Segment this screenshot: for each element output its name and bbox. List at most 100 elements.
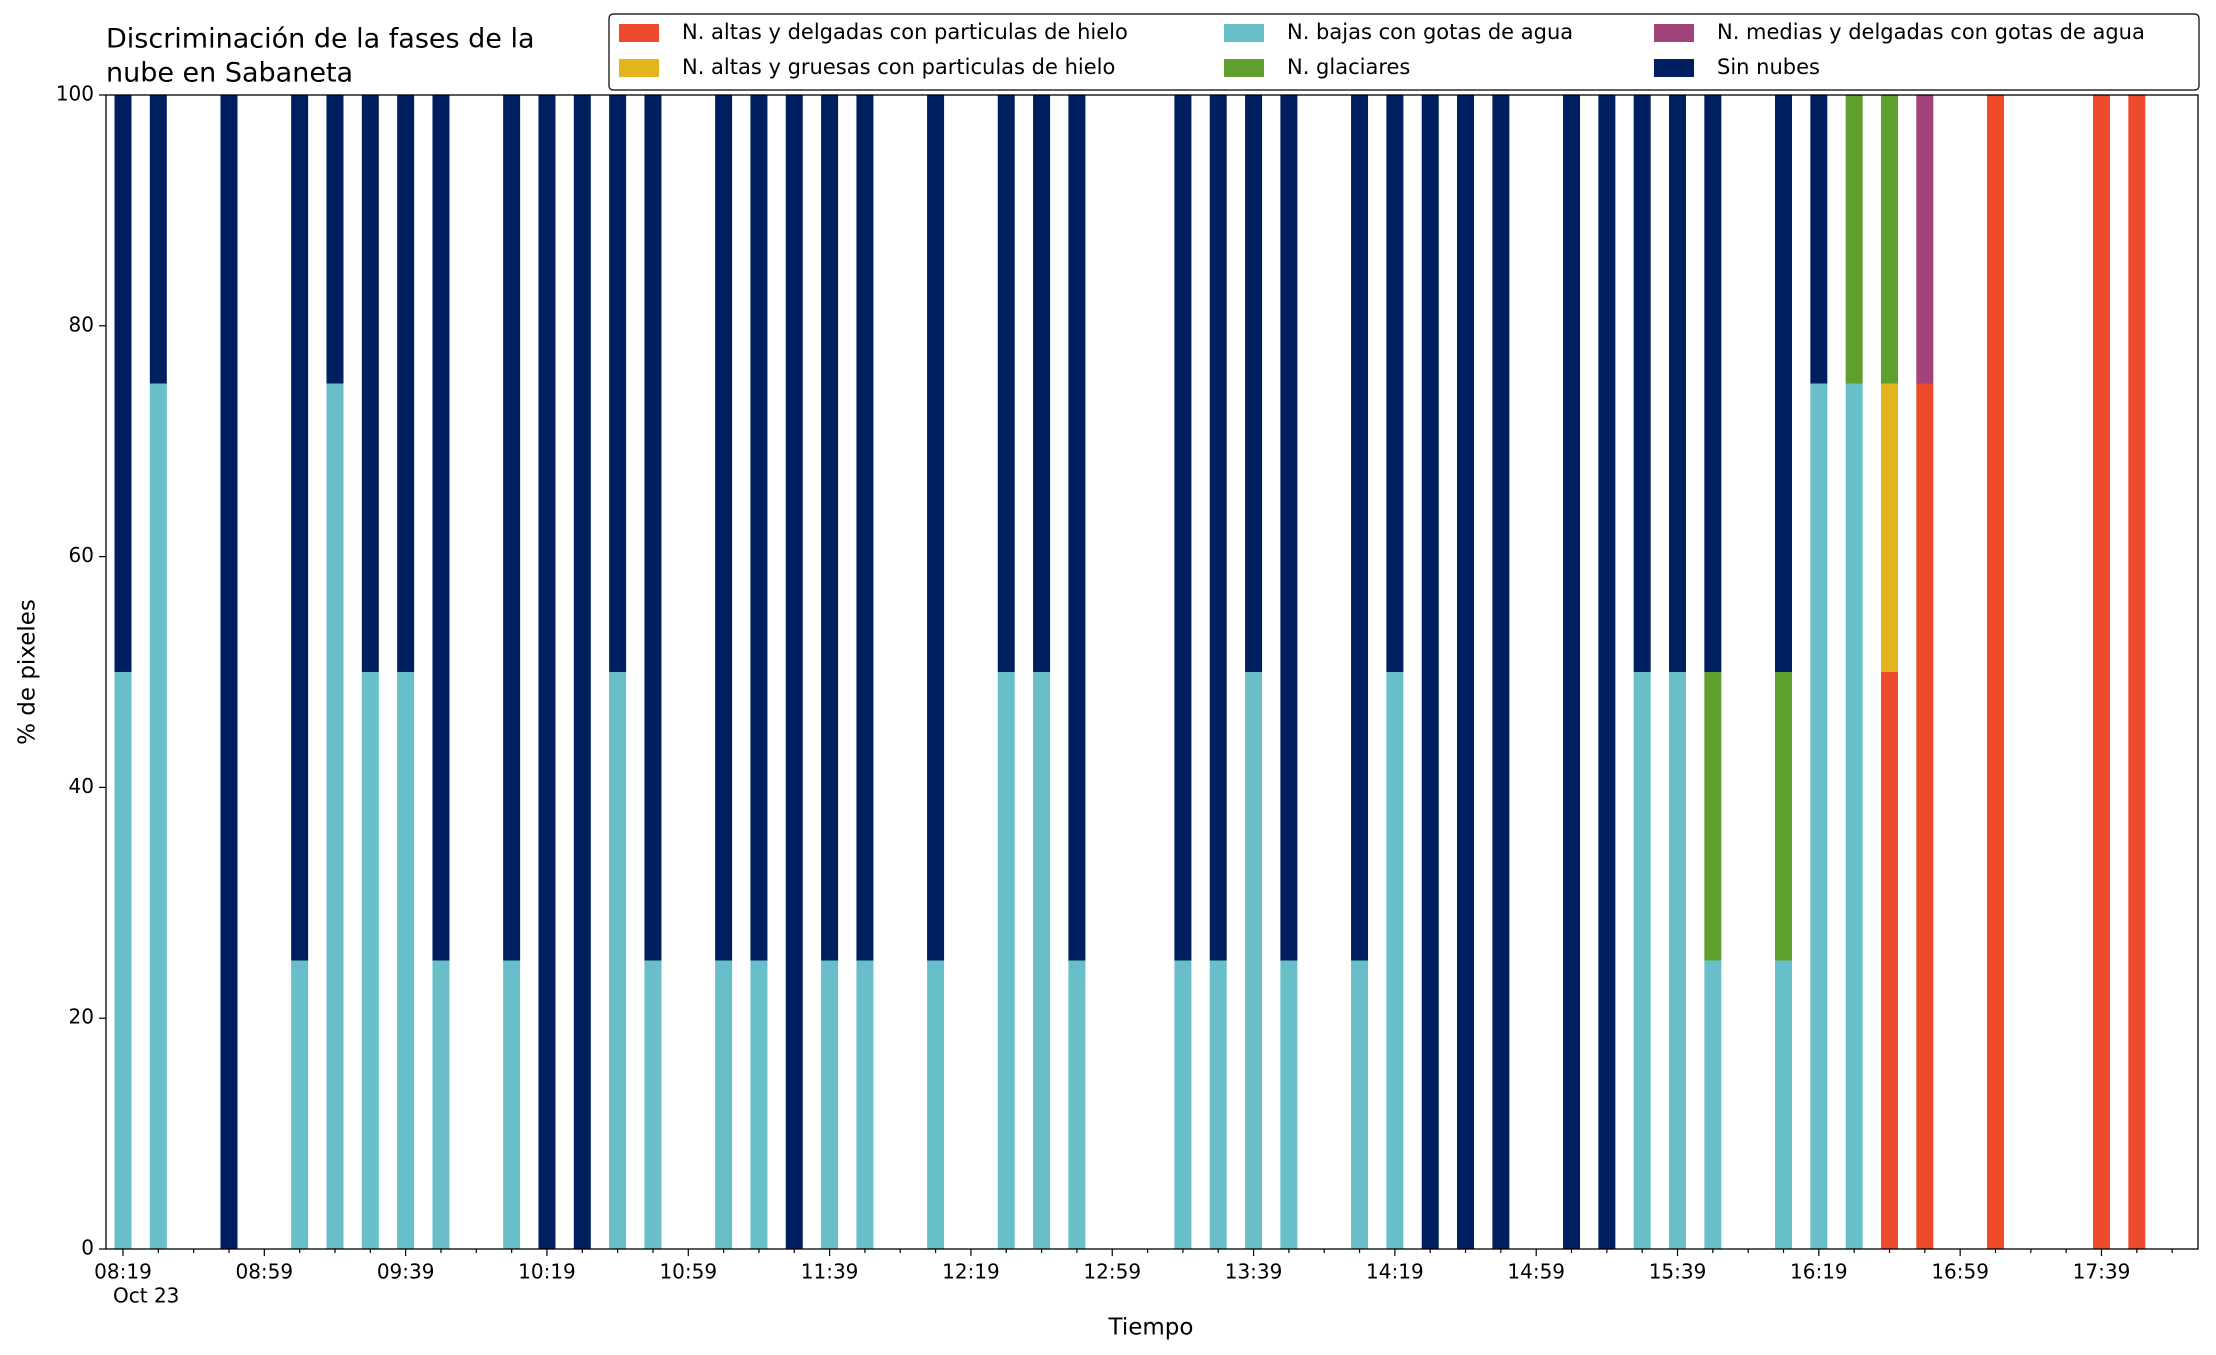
bar-segment: [573, 95, 591, 1249]
bar-segment: [821, 95, 839, 961]
legend-swatch: [1224, 59, 1264, 77]
x-tick-label: 08:59: [235, 1260, 293, 1284]
bar-segment: [1174, 95, 1192, 961]
y-axis-label: % de pixeles: [15, 599, 41, 745]
bar-segment: [361, 672, 379, 1249]
legend-label: N. medias y delgadas con gotas de agua: [1717, 20, 2145, 44]
legend-swatch: [1224, 24, 1264, 42]
bar-segment: [1033, 95, 1051, 672]
bar-segment: [291, 960, 309, 1249]
bar-segment: [1457, 95, 1475, 1249]
bar-segment: [397, 672, 415, 1249]
bar-segment: [1033, 672, 1051, 1249]
x-tick-label: 12:59: [1083, 1260, 1141, 1284]
bar-segment: [821, 960, 839, 1249]
bar-segment: [927, 960, 945, 1249]
bar-segment: [1280, 95, 1298, 961]
x-tick-label: 08:19: [94, 1260, 152, 1284]
bar-segment: [1881, 95, 1898, 384]
bar-segment: [715, 95, 733, 961]
bar-segment: [1704, 672, 1722, 961]
legend-swatch: [1654, 59, 1694, 77]
bar-segment: [609, 672, 627, 1249]
bar-segment: [432, 95, 450, 961]
bar-segment: [1492, 95, 1510, 1249]
bar-segment: [1881, 672, 1898, 1249]
bar-segment: [291, 95, 309, 961]
bar-segment: [326, 383, 344, 1249]
bar-segment: [1704, 95, 1722, 672]
bar-segment: [1810, 95, 1828, 384]
bar-segment: [503, 95, 521, 961]
legend-label: N. altas y gruesas con particulas de hie…: [682, 55, 1115, 79]
legend-label: N. altas y delgadas con particulas de hi…: [682, 20, 1128, 44]
bar-segment: [2128, 95, 2146, 1249]
bar-segment: [432, 960, 450, 1249]
bar-segment: [2092, 95, 2110, 1249]
bar-segment: [1245, 672, 1263, 1249]
bar-segment: [1916, 95, 1934, 384]
bar-segment: [361, 95, 379, 672]
bar-segment: [1386, 672, 1404, 1249]
bar-segment: [1598, 95, 1616, 1249]
bar-segment: [1986, 95, 2004, 1249]
y-tick-label: 0: [81, 1236, 94, 1260]
bar-segment: [997, 672, 1015, 1249]
legend-box: [608, 13, 2200, 91]
legend-label: N. bajas con gotas de agua: [1287, 20, 1573, 44]
x-tick-label: 16:19: [1790, 1260, 1848, 1284]
bar-segment: [1704, 960, 1722, 1249]
bar-segment: [326, 95, 344, 384]
bar-segment: [1669, 95, 1687, 672]
bar-segment: [750, 95, 768, 961]
bar-segment: [503, 960, 521, 1249]
bar-segment: [750, 960, 768, 1249]
bar-segment: [1881, 383, 1898, 672]
bar-segment: [1209, 960, 1227, 1249]
bar-segment: [1174, 960, 1192, 1249]
bar-segment: [609, 95, 627, 672]
y-tick-label: 60: [69, 543, 94, 567]
y-tick-label: 20: [69, 1005, 94, 1029]
x-axis-label: Tiempo: [1108, 1315, 1194, 1341]
bar-segment: [856, 95, 874, 961]
chart-title: Discriminación de la fases de la: [106, 24, 535, 55]
plot-frame: [105, 94, 2199, 1250]
chart-title: nube en Sabaneta: [106, 58, 353, 89]
bar-segment: [644, 960, 662, 1249]
x-date-label: Oct 23: [113, 1284, 179, 1308]
bar-segment: [114, 672, 132, 1249]
bar-segment: [1845, 383, 1863, 1249]
y-tick-label: 80: [69, 312, 94, 336]
bar-segment: [1563, 95, 1581, 1249]
x-tick-label: 09:39: [377, 1260, 435, 1284]
bar-segment: [1775, 95, 1793, 672]
bar-segment: [1245, 95, 1263, 672]
bar-segment: [1068, 960, 1086, 1249]
bar-segment: [785, 95, 803, 1249]
x-tick-label: 10:59: [659, 1260, 717, 1284]
legend-swatch: [1654, 24, 1694, 42]
bar-segment: [1068, 95, 1086, 961]
bar-segment: [538, 95, 556, 1249]
bar-segment: [1775, 960, 1793, 1249]
x-tick-label: 12:19: [942, 1260, 1000, 1284]
legend-label: Sin nubes: [1717, 55, 1820, 79]
x-tick-label: 17:39: [2073, 1260, 2131, 1284]
bar-segment: [997, 95, 1015, 672]
bar-segment: [1280, 960, 1298, 1249]
bar-segment: [397, 95, 415, 672]
bar-segment: [1633, 672, 1651, 1249]
bar-segment: [644, 95, 662, 961]
y-tick-label: 100: [56, 82, 94, 106]
x-tick-label: 13:39: [1225, 1260, 1283, 1284]
bar-segment: [1775, 672, 1793, 961]
bar-segment: [1916, 383, 1934, 1249]
bar-segment: [1633, 95, 1651, 672]
bar-segment: [927, 95, 945, 961]
bar-segment: [1209, 95, 1227, 961]
x-tick-label: 15:39: [1649, 1260, 1707, 1284]
x-tick-label: 14:59: [1507, 1260, 1565, 1284]
bar-segment: [1351, 95, 1369, 961]
